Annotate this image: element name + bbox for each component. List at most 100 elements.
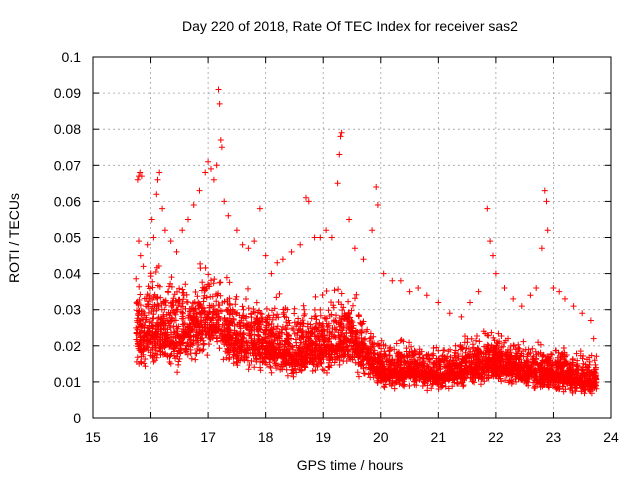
data-point [279,256,286,263]
data-point [587,386,593,393]
data-point [332,334,339,341]
data-point [503,367,510,373]
data-point [380,373,387,380]
data-point [360,318,367,325]
data-point [586,367,593,374]
data-point [276,290,283,297]
data-point [193,338,200,345]
data-point [275,330,282,337]
data-point [192,332,199,339]
data-point [346,216,353,223]
data-point [587,317,594,324]
data-point [530,353,537,360]
x-tick-label: 23 [546,429,562,445]
data-point [369,369,376,376]
data-point [454,369,461,375]
axis-ticks [92,56,612,419]
data-point [348,342,355,349]
data-point [516,374,523,381]
data-point [430,350,437,357]
data-point [484,332,491,339]
data-point [336,323,343,330]
data-point [277,350,284,357]
data-point [219,328,226,335]
data-point [205,271,212,278]
data-point [524,372,531,379]
data-point [311,234,318,241]
data-point [550,285,557,291]
data-point [386,361,393,368]
data-point [592,381,599,388]
data-point [286,320,293,326]
data-point [193,350,200,357]
data-point [184,324,191,331]
data-point [495,330,502,337]
data-point [537,341,544,348]
data-point [159,320,166,327]
data-point [243,349,250,355]
data-point [349,353,356,360]
data-point [406,339,413,346]
y-tick-label: 0.08 [54,121,81,137]
data-point [350,302,356,309]
data-point [200,341,207,348]
data-point [458,370,465,377]
data-point [176,296,183,303]
data-point [291,305,298,312]
data-point [236,348,243,355]
data-point [584,356,590,363]
data-point [551,381,557,388]
data-point [545,381,552,388]
data-point [164,334,171,341]
data-point [490,252,496,259]
data-point [570,303,577,310]
data-point [353,345,360,352]
data-point [311,306,318,313]
data-point [358,361,365,368]
data-point [401,381,408,388]
data-point [161,298,168,305]
data-point [200,295,207,302]
data-point [548,366,555,373]
data-point [499,351,506,358]
data-point [329,356,336,363]
data-point [374,341,381,348]
data-point [227,327,234,333]
data-point [348,319,355,325]
data-point [309,368,316,374]
data-point [288,248,295,255]
data-point [589,382,596,389]
data-point [584,379,591,386]
data-point [138,343,145,349]
data-point [520,338,527,345]
data-point [423,351,430,358]
data-point [463,375,470,382]
data-point [246,362,253,368]
data-point [344,337,351,343]
data-point [397,277,404,284]
data-point [437,358,444,365]
data-point [555,380,562,386]
y-tick-label: 0.04 [54,266,81,282]
data-point [322,315,329,322]
data-point [154,333,160,340]
data-point [204,352,211,359]
data-point [319,366,326,373]
data-point [296,366,303,373]
data-point [143,346,149,352]
data-point [168,331,175,338]
data-point [400,338,407,345]
data-point [438,373,445,380]
data-point [146,295,153,302]
data-point [341,338,348,345]
data-point [155,263,162,269]
x-tick-label: 19 [315,429,331,445]
data-point [138,308,145,315]
data-point [293,342,300,349]
data-point [181,320,188,327]
data-point [267,352,274,359]
data-point [556,288,563,295]
data-point [175,361,182,368]
data-point [175,332,182,339]
